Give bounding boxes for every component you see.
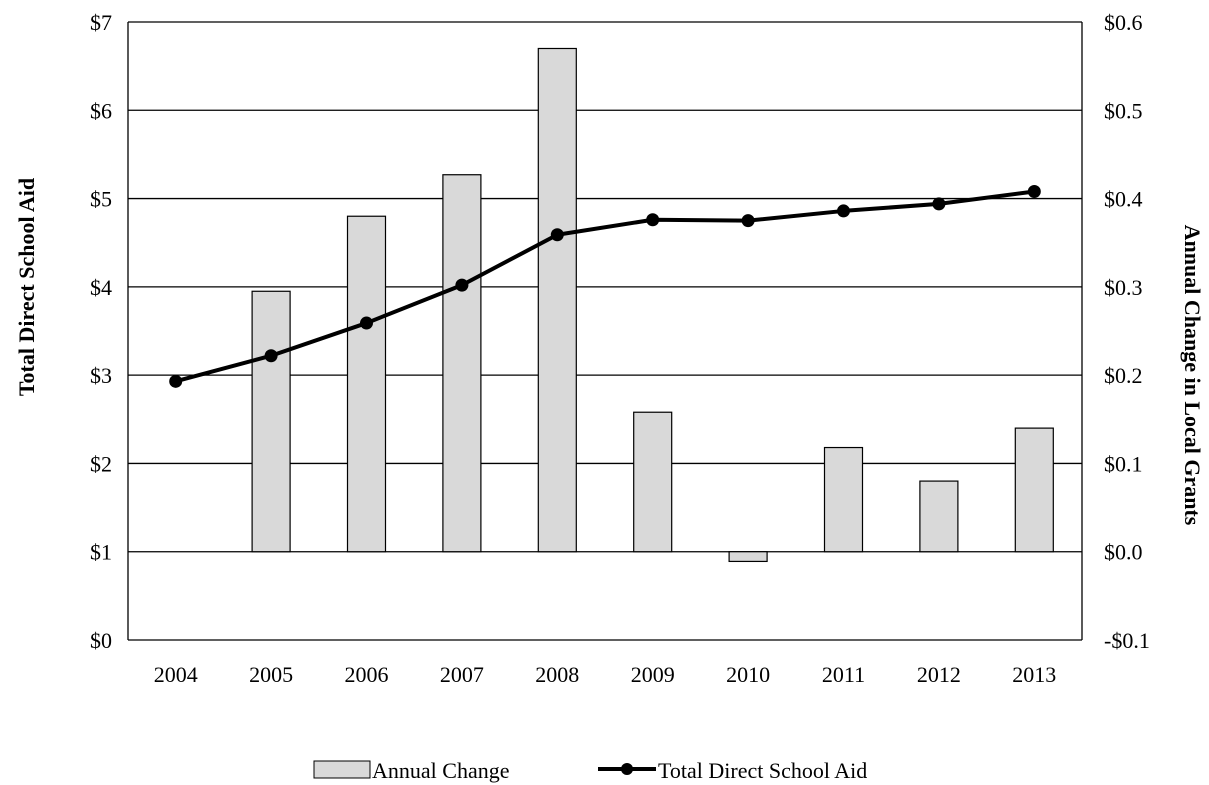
legend-swatch-marker bbox=[621, 763, 633, 775]
x-axis-ticks: 2004 2005 2006 2007 2008 2009 2010 2011 2012 2013 bbox=[154, 662, 1057, 687]
point-2006 bbox=[360, 316, 373, 330]
point-2013 bbox=[1027, 185, 1041, 199]
point-2004 bbox=[169, 374, 183, 388]
right-tick-label: $0.3 bbox=[1104, 275, 1143, 300]
legend-label-total-direct-school-aid: Total Direct School Aid bbox=[658, 758, 867, 783]
right-tick-label: -$0.1 bbox=[1104, 628, 1150, 653]
left-tick-label: $5 bbox=[90, 187, 112, 212]
right-tick-label: $0.6 bbox=[1104, 10, 1143, 35]
x-tick-label: 2009 bbox=[631, 662, 675, 687]
bar-2009 bbox=[633, 411, 673, 553]
point-2011 bbox=[837, 204, 850, 218]
x-tick-label: 2008 bbox=[535, 662, 579, 687]
left-tick-label: $1 bbox=[90, 540, 112, 565]
left-axis-ticks: $0 $1 $2 $3 $4 $5 $6 $7 bbox=[90, 10, 112, 653]
right-tick-label: $0.5 bbox=[1104, 98, 1143, 123]
bar-2007 bbox=[442, 174, 482, 553]
x-tick-label: 2012 bbox=[917, 662, 961, 687]
right-tick-label: $0.2 bbox=[1104, 363, 1143, 388]
right-axis-ticks: -$0.1 $0.0 $0.1 $0.2 $0.3 $0.4 $0.5 $0.6 bbox=[1104, 10, 1150, 653]
bar-2005 bbox=[251, 290, 291, 553]
bar-2006 bbox=[346, 215, 387, 553]
left-tick-label: $4 bbox=[90, 275, 112, 300]
right-tick-label: $0.1 bbox=[1104, 451, 1143, 476]
bar-2011 bbox=[823, 446, 864, 553]
point-2005 bbox=[264, 349, 278, 363]
line-total-direct-school-aid bbox=[175, 189, 1035, 384]
left-axis-title: Total Direct School Aid bbox=[14, 178, 39, 396]
point-2010 bbox=[741, 214, 755, 228]
x-tick-label: 2004 bbox=[154, 662, 198, 687]
left-tick-label: $3 bbox=[90, 363, 112, 388]
bar-series bbox=[251, 47, 1054, 563]
plot-frame bbox=[127, 21, 1083, 641]
bar-2010 bbox=[728, 551, 768, 563]
x-tick-label: 2010 bbox=[726, 662, 770, 687]
x-tick-label: 2011 bbox=[822, 662, 865, 687]
bar-2013 bbox=[1014, 427, 1054, 553]
legend-swatch-annual-change bbox=[313, 760, 371, 779]
left-tick-label: $6 bbox=[90, 98, 112, 123]
x-tick-label: 2007 bbox=[440, 662, 484, 687]
x-tick-label: 2006 bbox=[345, 662, 389, 687]
point-2012 bbox=[932, 197, 946, 211]
legend: Annual Change Total Direct School Aid bbox=[313, 758, 867, 783]
right-tick-label: $0.4 bbox=[1104, 187, 1143, 212]
legend-label-annual-change: Annual Change bbox=[372, 758, 509, 783]
left-tick-label: $0 bbox=[90, 628, 112, 653]
right-tick-label: $0.0 bbox=[1104, 540, 1143, 565]
x-tick-label: 2013 bbox=[1012, 662, 1056, 687]
bar-2012 bbox=[919, 480, 959, 553]
point-2009 bbox=[646, 213, 660, 227]
right-axis-title: Annual Change in Local Grants bbox=[1180, 225, 1205, 526]
left-tick-label: $2 bbox=[90, 451, 112, 476]
line-series bbox=[169, 185, 1041, 388]
point-2008 bbox=[550, 228, 564, 242]
point-2007 bbox=[455, 278, 469, 292]
left-tick-label: $7 bbox=[90, 10, 112, 35]
x-tick-label: 2005 bbox=[249, 662, 293, 687]
bar-2008 bbox=[537, 47, 577, 553]
